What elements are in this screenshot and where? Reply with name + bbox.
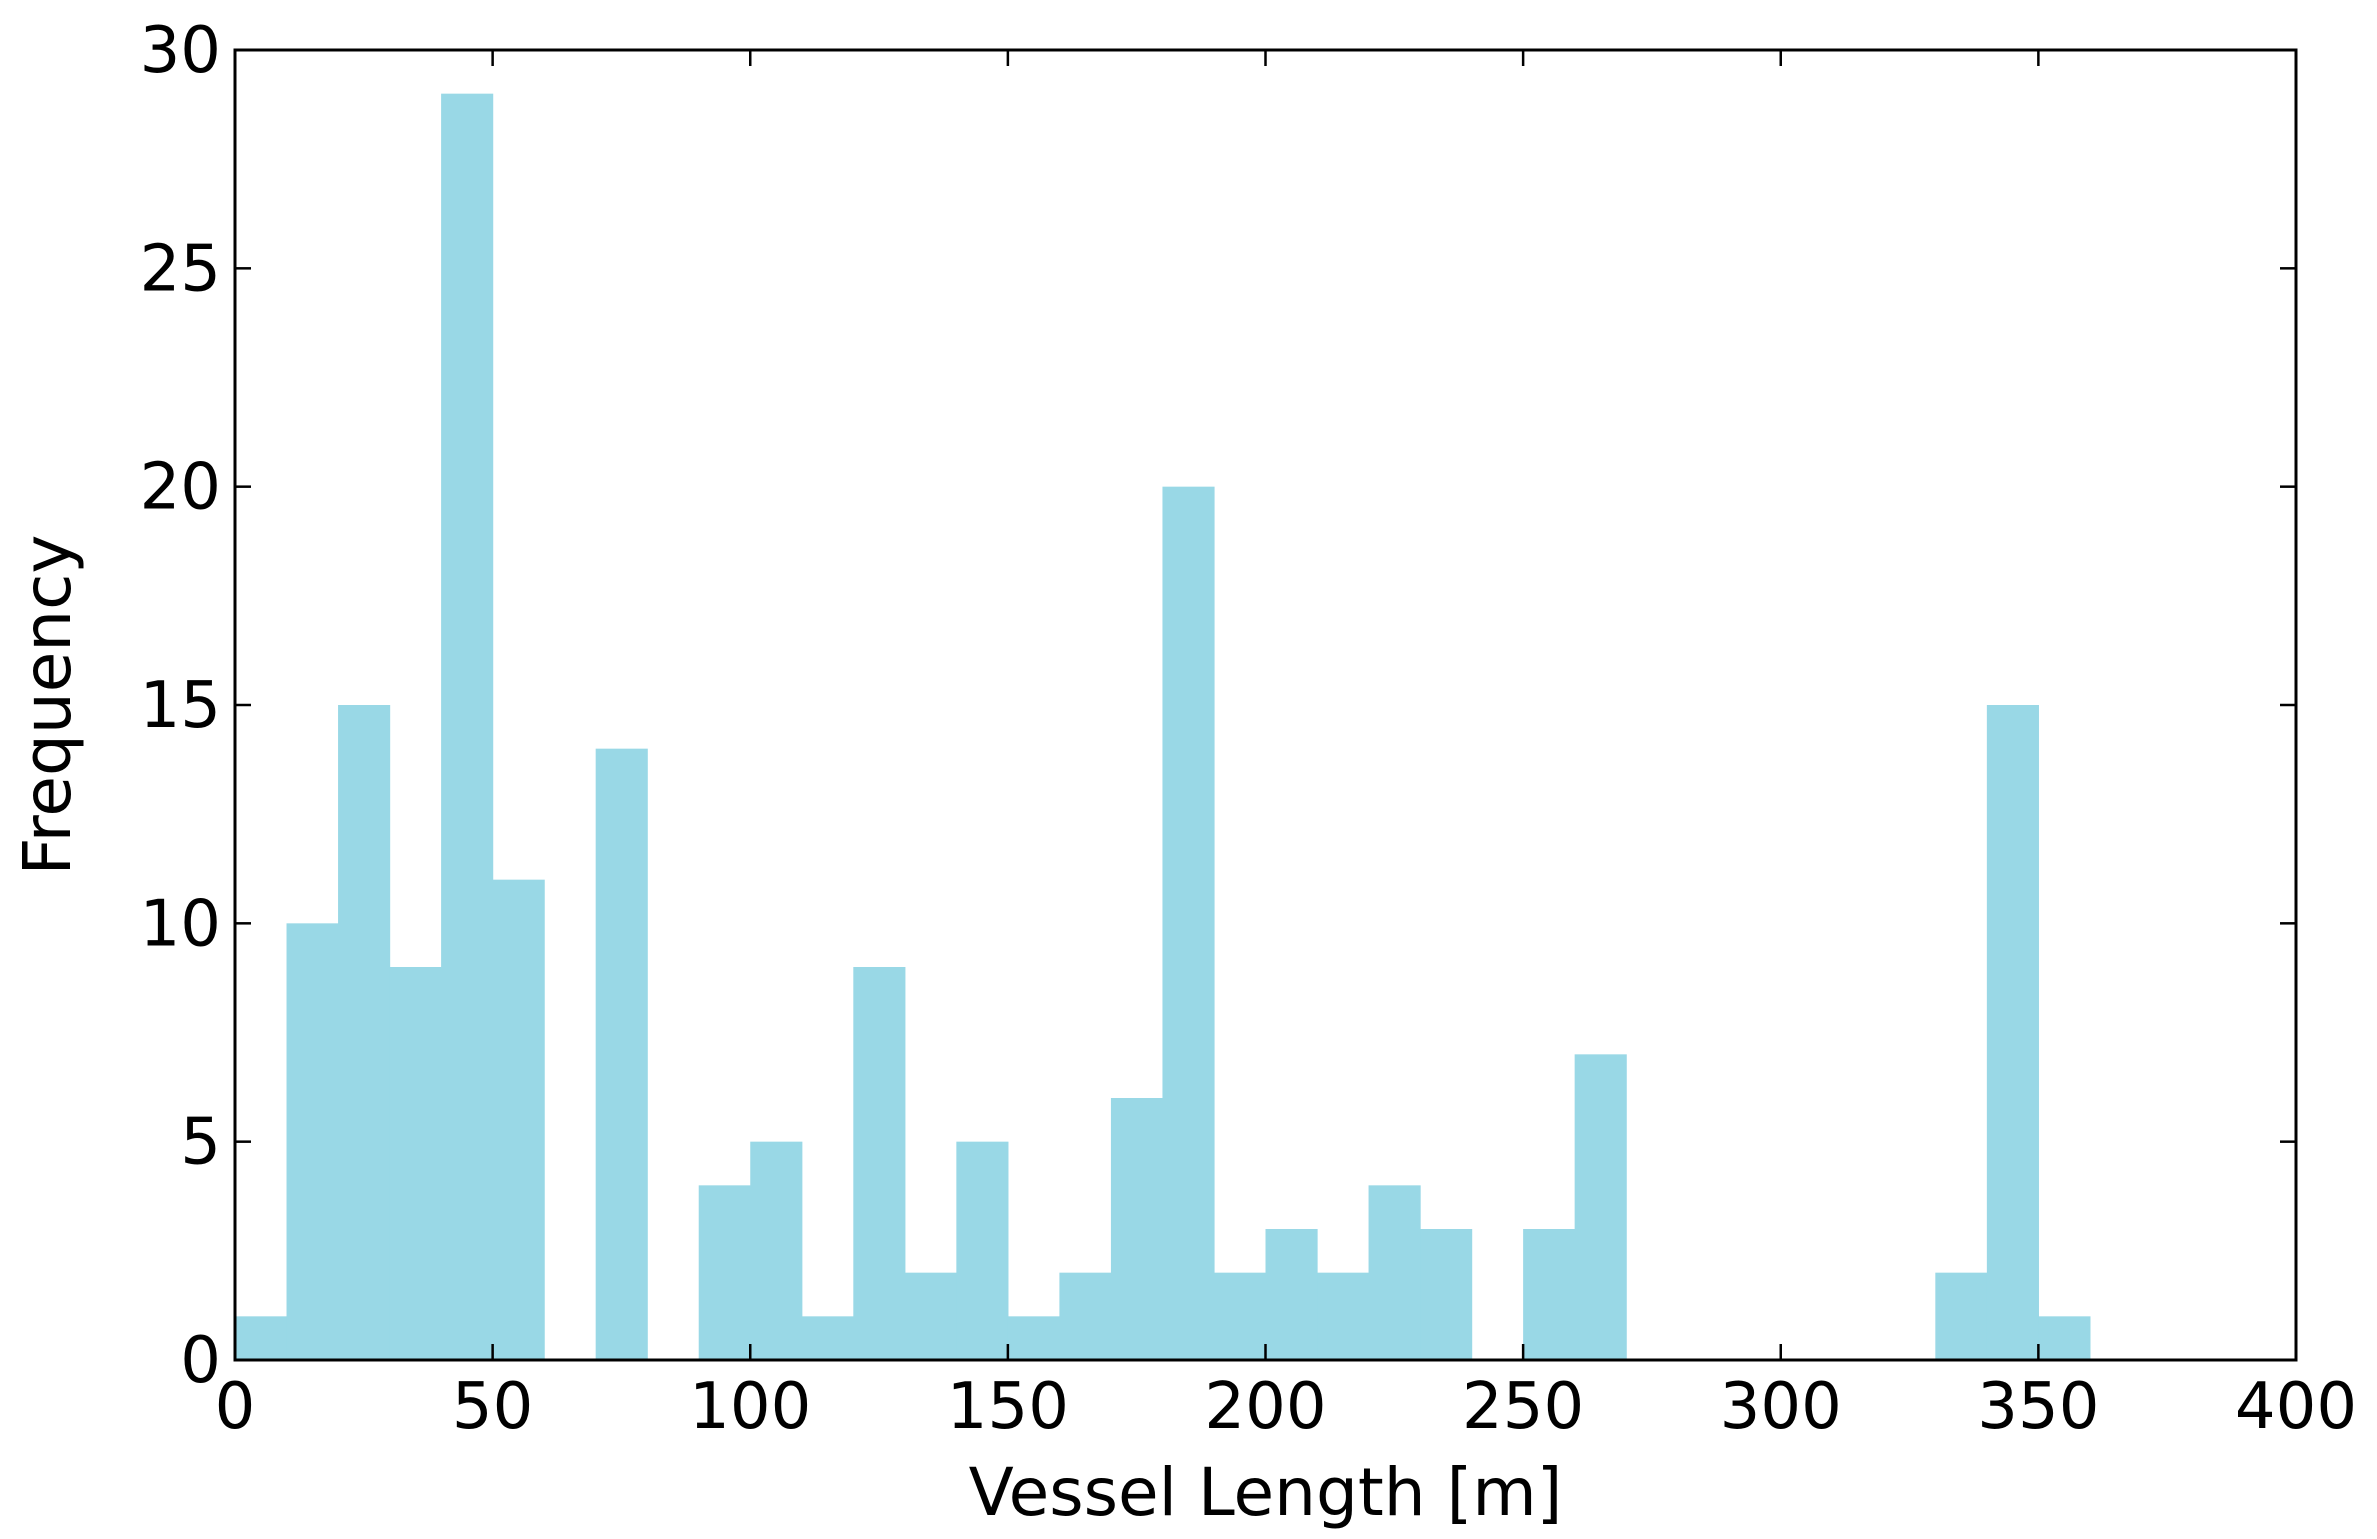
bar-230 <box>1420 1229 1473 1360</box>
y-tick-label-15: 15 <box>140 669 221 743</box>
bar-160 <box>1059 1272 1112 1360</box>
bar-50 <box>492 879 545 1360</box>
bars-group <box>235 93 2091 1361</box>
y-tick-label-30: 30 <box>140 14 221 88</box>
bar-120 <box>853 967 906 1360</box>
bar-90 <box>698 1185 751 1360</box>
bar-130 <box>904 1272 957 1360</box>
x-tick-label-200: 200 <box>1204 1370 1326 1444</box>
x-tick-label-300: 300 <box>1720 1370 1842 1444</box>
bar-110 <box>801 1316 854 1360</box>
x-axis-label: Vessel Length [m] <box>969 1454 1563 1531</box>
x-tick-label-150: 150 <box>947 1370 1069 1444</box>
x-tick-label-100: 100 <box>689 1370 811 1444</box>
bar-40 <box>441 93 494 1361</box>
bar-70 <box>595 748 648 1360</box>
bar-30 <box>389 967 442 1360</box>
y-axis-label: Frequency <box>9 535 86 876</box>
x-tick-label-400: 400 <box>2235 1370 2357 1444</box>
bar-150 <box>1007 1316 1060 1360</box>
bar-180 <box>1162 486 1215 1361</box>
bar-250 <box>1523 1229 1576 1360</box>
y-tick-label-0: 0 <box>180 1324 221 1398</box>
y-tick-label-20: 20 <box>140 451 221 525</box>
bar-340 <box>1986 705 2039 1360</box>
bar-220 <box>1368 1185 1421 1360</box>
tick-labels-group: 0 50 100 150 200 250 300 350 400 0 5 10 15 20 25 30 <box>140 14 2358 1444</box>
bar-170 <box>1110 1098 1164 1360</box>
bar-260 <box>1574 1054 1627 1360</box>
bar-0 <box>235 1316 288 1360</box>
bar-350 <box>2038 1316 2091 1360</box>
x-tick-label-0: 0 <box>215 1370 256 1444</box>
x-tick-label-250: 250 <box>1462 1370 1584 1444</box>
bar-330 <box>1935 1272 1988 1360</box>
bar-20 <box>338 705 391 1360</box>
x-tick-label-50: 50 <box>452 1370 533 1444</box>
y-tick-label-25: 25 <box>140 232 221 306</box>
y-tick-label-10: 10 <box>140 887 221 961</box>
bar-190 <box>1213 1272 1267 1360</box>
bar-100 <box>750 1141 803 1360</box>
ticks-group <box>233 48 2298 1362</box>
bar-200 <box>1265 1229 1318 1360</box>
x-tick-label-350: 350 <box>1977 1370 2099 1444</box>
bar-210 <box>1317 1272 1370 1360</box>
bar-10 <box>286 923 339 1360</box>
bar-140 <box>956 1141 1009 1360</box>
y-tick-label-5: 5 <box>180 1106 221 1180</box>
